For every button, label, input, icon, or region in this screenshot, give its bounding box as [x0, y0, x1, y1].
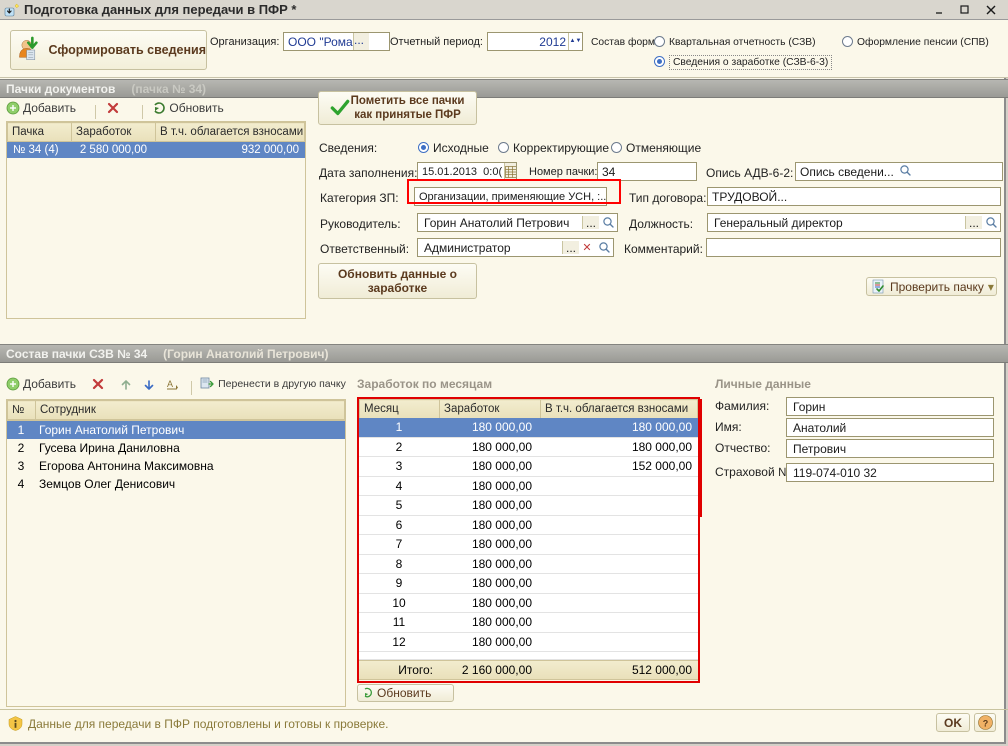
- svg-text:?: ?: [982, 719, 988, 729]
- svg-text:A: A: [167, 379, 173, 389]
